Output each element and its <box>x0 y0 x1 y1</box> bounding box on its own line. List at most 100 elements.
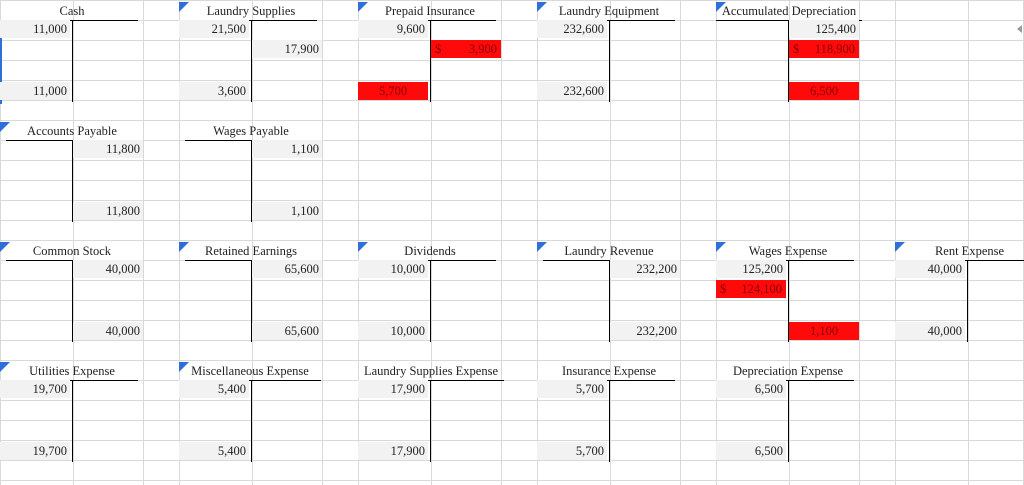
corner-marker-icon <box>537 2 547 12</box>
debit-balance[interactable]: 11,000 <box>0 82 70 100</box>
corner-marker-icon <box>0 362 10 372</box>
account-title: Prepaid Insurance <box>364 2 496 21</box>
account-title: Laundry Equipment <box>543 2 675 21</box>
grid-row-line <box>0 300 1024 301</box>
debit-balance[interactable]: 19,700 <box>0 442 70 460</box>
credit-entry[interactable]: 40,000 <box>73 260 143 278</box>
credit-balance-highlighted[interactable]: 6,500 <box>789 82 859 100</box>
credit-entry-highlighted[interactable]: $ 118,900 <box>789 40 859 58</box>
grid-column-line <box>252 0 253 485</box>
t-divider <box>251 260 252 342</box>
t-divider <box>609 20 610 102</box>
t-account-retained-earnings: Retained Earnings 65,600 65,600 <box>179 242 357 346</box>
debit-entry[interactable]: 11,000 <box>0 20 70 38</box>
grid-row-line <box>0 140 1024 141</box>
grid-row-line <box>0 80 1024 81</box>
account-title: Wages Expense <box>722 242 854 261</box>
grid-column-line <box>431 0 432 485</box>
debit-entry[interactable]: 17,900 <box>358 380 428 398</box>
grid-row-line <box>0 360 1024 361</box>
grid-row-line <box>0 260 1024 261</box>
corner-marker-icon <box>0 242 10 252</box>
t-divider <box>72 260 73 342</box>
t-divider <box>788 20 789 102</box>
debit-balance[interactable]: 10,000 <box>358 322 428 340</box>
credit-entry[interactable]: 17,900 <box>252 40 322 58</box>
debit-entry[interactable]: 125,200 <box>716 260 786 278</box>
debit-balance[interactable]: 40,000 <box>895 322 965 340</box>
debit-balance[interactable]: 5,700 <box>537 442 607 460</box>
debit-entry[interactable]: 21,500 <box>179 20 249 38</box>
credit-entry[interactable]: 1,100 <box>252 140 322 158</box>
t-divider <box>967 260 968 342</box>
debit-entry[interactable]: 10,000 <box>358 260 428 278</box>
debit-balance[interactable]: 232,600 <box>537 82 607 100</box>
debit-entry[interactable]: 232,600 <box>537 20 607 38</box>
account-title: Accounts Payable <box>6 122 138 141</box>
credit-entry[interactable]: 232,200 <box>610 260 680 278</box>
credit-entry[interactable]: 11,800 <box>73 140 143 158</box>
debit-balance[interactable]: 17,900 <box>358 442 428 460</box>
account-title: Common Stock <box>6 242 138 261</box>
debit-balance-highlighted[interactable]: 5,700 <box>358 82 428 100</box>
debit-entry[interactable]: 6,500 <box>716 380 786 398</box>
t-divider <box>788 380 789 462</box>
debit-entry[interactable]: 40,000 <box>895 260 965 278</box>
t-divider <box>430 20 431 102</box>
corner-marker-icon <box>537 242 547 252</box>
t-divider <box>430 260 431 342</box>
t-account-dividends: Dividends 10,000 10,000 <box>358 242 536 346</box>
credit-entry-highlighted[interactable]: $ 3,900 <box>431 40 501 58</box>
credit-entry[interactable]: 125,400 <box>789 20 859 38</box>
grid-row-line <box>0 420 1024 421</box>
account-title: Wages Payable <box>185 122 317 141</box>
corner-marker-icon <box>179 242 189 252</box>
debit-balance[interactable]: 6,500 <box>716 442 786 460</box>
debit-entry[interactable]: 5,700 <box>537 380 607 398</box>
grid-column-line <box>610 0 611 485</box>
t-account-depreciation-expense: Depreciation Expense 6,500 6,500 <box>716 362 894 466</box>
t-divider <box>72 380 73 462</box>
selection-indicator <box>0 20 2 104</box>
grid-column-line <box>968 0 969 485</box>
debit-entry[interactable]: 9,600 <box>358 20 428 38</box>
collapse-arrow-icon[interactable] <box>1017 25 1022 33</box>
credit-entry[interactable]: 65,600 <box>252 260 322 278</box>
debit-balance[interactable]: 5,400 <box>179 442 249 460</box>
t-account-prepaid-insurance: Prepaid Insurance 9,600 $ 3,900 5,700 <box>358 2 536 106</box>
t-account-common-stock: Common Stock 40,000 40,000 <box>0 242 178 346</box>
grid-column-line <box>859 0 860 485</box>
grid-row-line <box>0 180 1024 181</box>
debit-entry-highlighted[interactable]: $ 124,100 <box>716 280 786 298</box>
t-divider <box>251 380 252 462</box>
debit-entry[interactable]: 5,400 <box>179 380 249 398</box>
grid-row-line <box>0 40 1024 41</box>
account-title: Retained Earnings <box>185 242 317 261</box>
credit-balance[interactable]: 1,100 <box>252 202 322 220</box>
currency-symbol: $ <box>793 42 800 56</box>
debit-balance[interactable]: 3,600 <box>179 82 249 100</box>
account-title: Accumulated Depreciation <box>716 2 862 21</box>
credit-balance[interactable]: 11,800 <box>73 202 143 220</box>
grid-row-line <box>0 400 1024 401</box>
credit-balance[interactable]: 65,600 <box>252 322 322 340</box>
grid-row-line <box>0 240 1024 241</box>
amount: 3,900 <box>468 42 497 56</box>
t-divider <box>788 260 789 342</box>
account-title: Utilities Expense <box>6 362 138 381</box>
grid-column-line <box>143 0 144 485</box>
grid-row-line <box>0 480 1024 481</box>
t-account-laundry-supplies-expense: Laundry Supplies Expense 17,900 17,900 <box>358 362 536 466</box>
grid-row-line <box>0 120 1024 121</box>
account-title: Cash <box>6 2 138 21</box>
corner-marker-icon <box>716 2 726 12</box>
debit-entry[interactable]: 19,700 <box>0 380 70 398</box>
credit-balance[interactable]: 40,000 <box>73 322 143 340</box>
amount: 118,900 <box>814 42 855 56</box>
corner-marker-icon <box>358 242 368 252</box>
credit-balance-highlighted[interactable]: 1,100 <box>789 322 859 340</box>
account-title: Laundry Supplies Expense <box>358 362 504 381</box>
grid-column-line <box>789 0 790 485</box>
credit-balance[interactable]: 232,200 <box>610 322 680 340</box>
account-title: Laundry Supplies <box>185 2 317 21</box>
